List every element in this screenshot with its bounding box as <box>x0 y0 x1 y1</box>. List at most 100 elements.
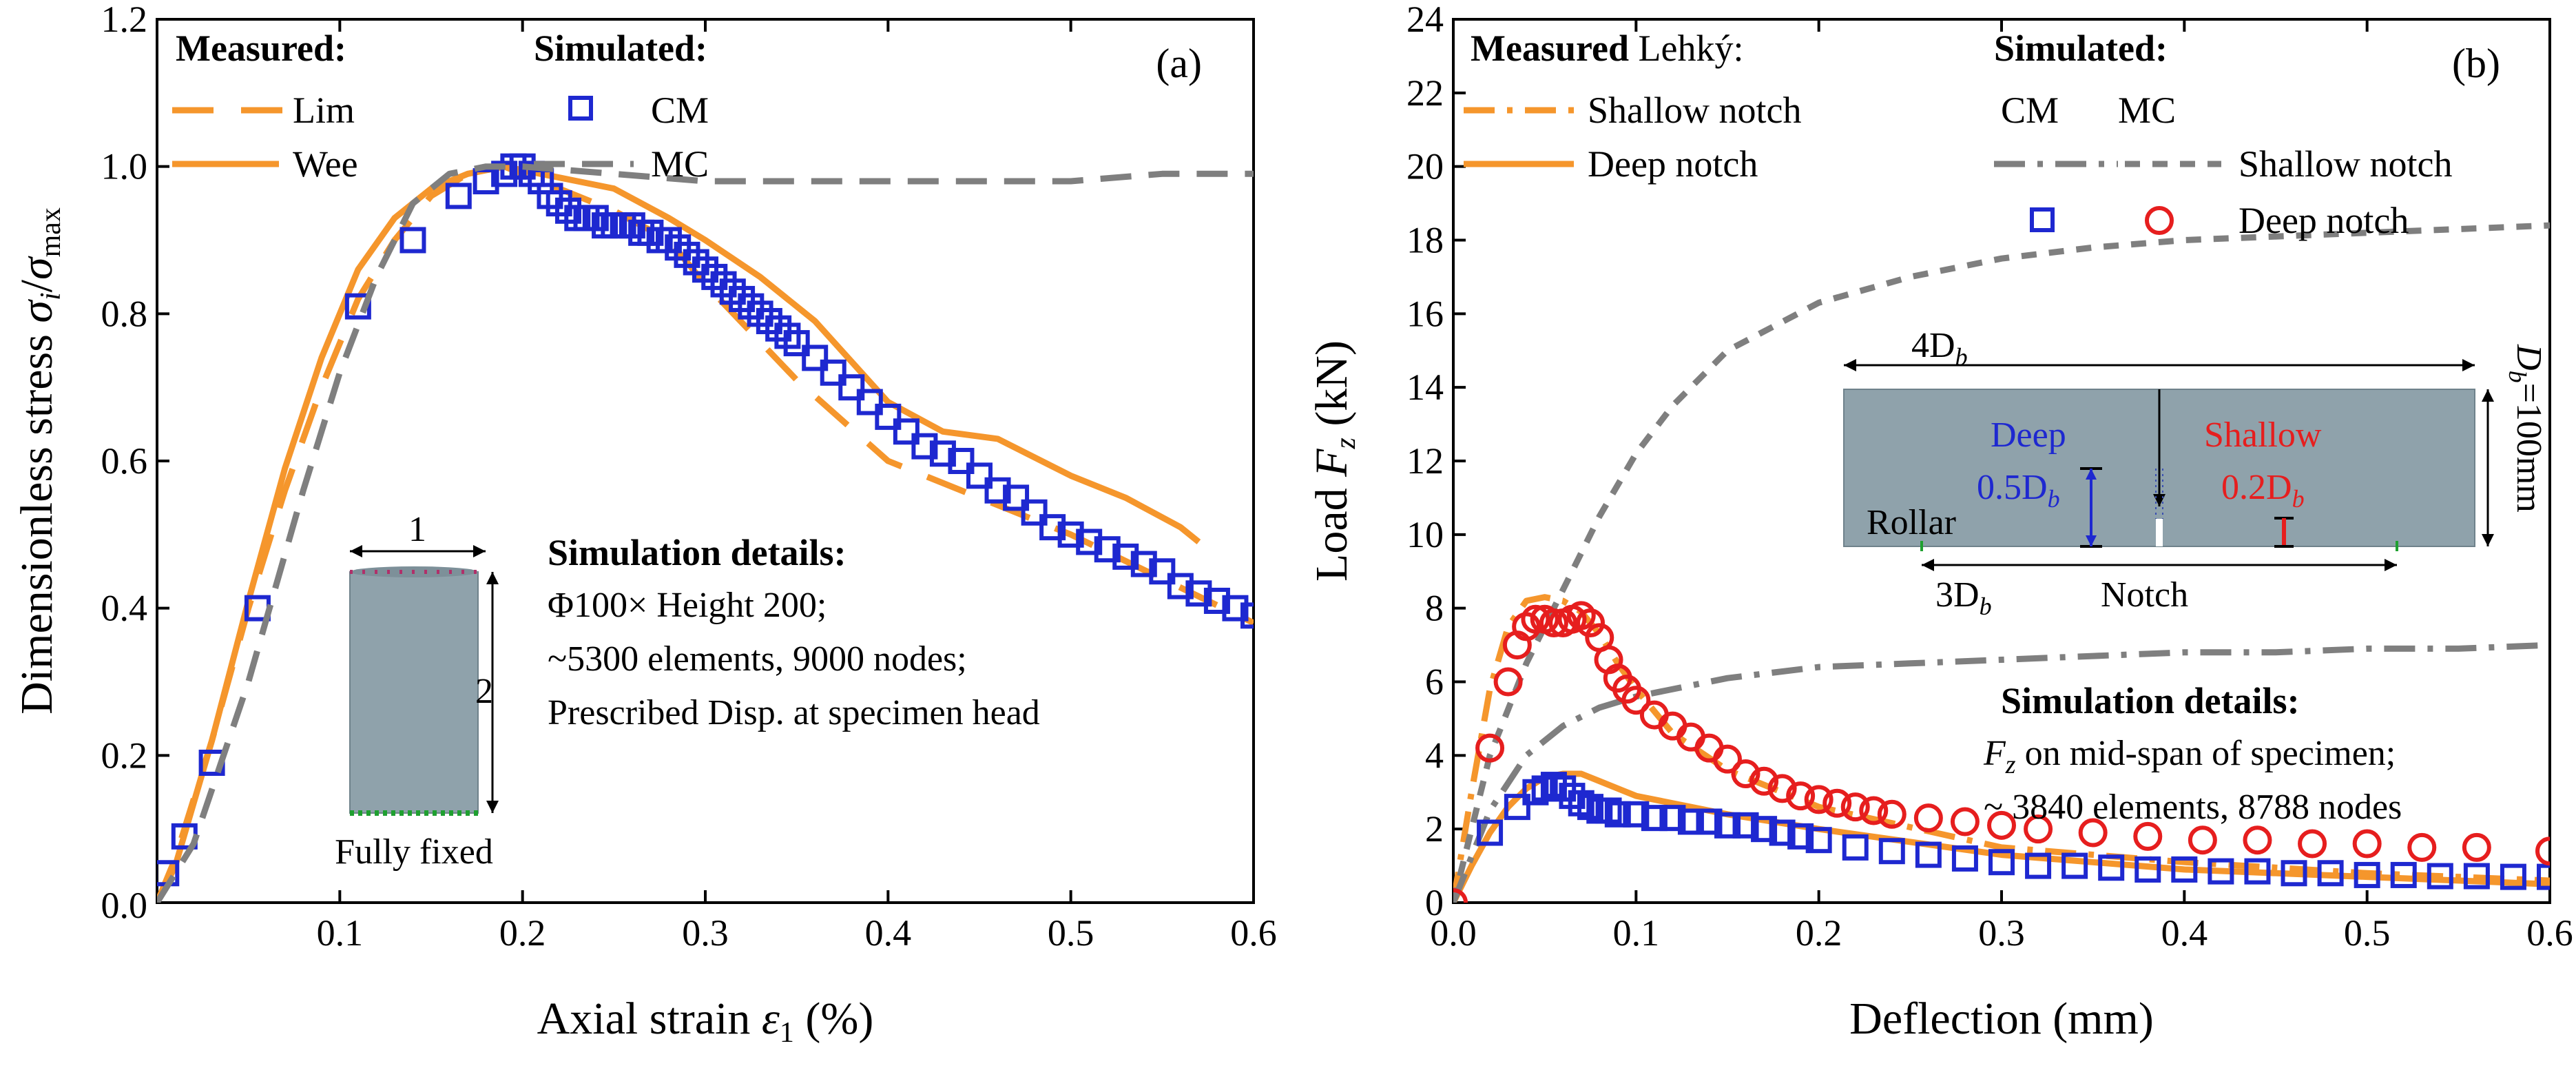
y-tick-label: 6 <box>1425 661 1444 703</box>
beam-inset: 4Db Deep 0.5Db Shallow 0.2Db Rollar 3Db <box>1843 326 2548 620</box>
square-marker <box>2317 860 2344 887</box>
square-marker <box>1130 551 1157 577</box>
legend-label-mc-a: MC <box>651 143 709 185</box>
panel-b: 0.0 0.1 0.2 0.3 0.4 0.5 0.60246810121416182022… <box>1307 0 2573 1044</box>
panel-a: 0.1 0.2 0.3 0.4 0.5 0.60.20.40.60.81.01.20.0 … <box>12 0 1277 1049</box>
circle-marker <box>1767 774 1797 803</box>
circle-marker <box>1950 807 1980 836</box>
inset-side-label: 2 <box>475 672 493 711</box>
square-marker <box>2171 856 2198 883</box>
cylinder-specimen <box>349 571 479 814</box>
x-tick-label: 0.5 <box>2344 912 2391 954</box>
square-marker <box>1094 536 1121 563</box>
square-marker <box>2463 863 2490 890</box>
square-marker <box>445 183 472 209</box>
inset-top-label: 1 <box>408 510 426 549</box>
y-tick-label: 1.2 <box>101 0 148 40</box>
circle-marker <box>2298 829 2327 859</box>
panel-label-a: (a) <box>1156 41 1202 86</box>
inset-notch-label: Notch <box>2101 575 2188 615</box>
series-shallow-notch-dashdot <box>1453 594 2550 903</box>
legend-label-cm-b: CM <box>2001 90 2059 131</box>
inset-width-label: 4Db <box>1911 326 1968 371</box>
square-marker <box>2134 856 2161 883</box>
circle-marker <box>1475 733 1505 763</box>
square-marker <box>1641 805 1668 832</box>
square-marker <box>1021 499 1048 526</box>
square-marker <box>1714 812 1741 839</box>
x-tick-label: 0.4 <box>2161 912 2208 954</box>
square-marker <box>1003 484 1030 511</box>
circle-marker <box>2024 814 2053 844</box>
inset-height-label: Db=100mm <box>2504 344 2548 513</box>
square-marker <box>2500 863 2526 890</box>
legend-label-mc-b: MC <box>2118 90 2176 131</box>
legend-label-simulated-shallow: Shallow notch <box>2239 143 2452 185</box>
circle-marker <box>1840 792 1870 822</box>
x-tick-label: 0.2 <box>1796 912 1842 954</box>
square-marker <box>344 293 371 320</box>
circle-marker <box>2535 836 2550 866</box>
circle-marker <box>1859 796 1889 825</box>
y-tick-label: 22 <box>1406 72 1444 114</box>
square-marker <box>1477 819 1504 846</box>
square-marker <box>1222 595 1249 622</box>
y-tick-label: 24 <box>1406 0 1444 40</box>
legend-label-cm-a: CM <box>651 90 709 131</box>
y-tick-label: 0.8 <box>101 293 148 334</box>
legend-measured-title-b: Measured Lehký: <box>1471 28 1743 69</box>
square-marker <box>2025 852 2052 879</box>
x-tick-label: 0.6 <box>2526 912 2573 954</box>
square-marker <box>838 374 865 401</box>
simulation-details-line-a-2: ~5300 elements, 9000 nodes; <box>548 639 967 679</box>
legend-measured-title-a: Measured: <box>176 28 346 69</box>
square-marker <box>2537 863 2550 890</box>
square-marker <box>1787 823 1814 850</box>
y-tick-label: 10 <box>1406 514 1444 555</box>
series-deep-notch-circle <box>1453 601 2550 903</box>
legend-label-measured-shallow: Shallow notch <box>1588 90 1801 131</box>
y-tick-label: 2 <box>1425 808 1444 850</box>
square-marker <box>2098 854 2125 881</box>
square-marker <box>1039 514 1066 541</box>
x-axis-label-a: Axial strain ε1 (%) <box>537 994 874 1049</box>
square-marker <box>2354 861 2380 888</box>
y-tick-label: 16 <box>1406 293 1444 334</box>
simulation-details-line-a-1: Φ100× Height 200; <box>548 586 827 625</box>
square-marker <box>1696 808 1723 835</box>
x-tick-label: 0.3 <box>1978 912 2025 954</box>
circle-marker <box>1576 608 1605 638</box>
square-marker <box>802 345 829 371</box>
x-tick-label: 0.4 <box>865 912 912 954</box>
legend-label-simulated-deep: Deep notch <box>2239 200 2409 241</box>
x-tick-label: 0.1 <box>317 912 364 954</box>
square-marker <box>911 433 938 460</box>
square-marker <box>820 359 846 386</box>
circle-marker <box>2243 825 2272 855</box>
square-marker <box>1732 812 1759 839</box>
y-tick-label: 8 <box>1425 588 1444 629</box>
series-wee-solid <box>157 163 1201 903</box>
y-tick-label: 20 <box>1406 146 1444 187</box>
y-tick-label: 14 <box>1406 367 1444 408</box>
square-marker <box>1951 845 1978 872</box>
y-tick-label: 4 <box>1425 735 1444 776</box>
circle-marker <box>2133 821 2163 851</box>
square-marker <box>1769 819 1796 846</box>
x-tick-label: 0.3 <box>682 912 729 954</box>
legend-simulated-title-a: Simulated: <box>534 28 707 69</box>
square-marker <box>783 330 810 357</box>
square-marker <box>1504 794 1530 821</box>
circle-marker <box>1521 604 1550 634</box>
x-tick-label: 0.1 <box>1613 912 1660 954</box>
square-marker <box>1659 805 1686 832</box>
square-marker <box>1623 801 1650 828</box>
circle-marker <box>2188 825 2217 855</box>
legend-label-measured-deep: Deep notch <box>1588 143 1758 185</box>
series-deep-notch-square <box>1477 772 2550 890</box>
square-marker <box>472 168 499 195</box>
circle-marker <box>2462 832 2491 862</box>
legend-label-wee: Wee <box>293 143 358 185</box>
origin-tick-label: 0.0 <box>101 885 148 926</box>
circle-marker <box>1804 785 1834 814</box>
